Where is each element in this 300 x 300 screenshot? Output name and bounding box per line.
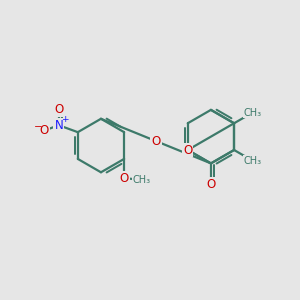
Text: +: + [61, 115, 68, 124]
Text: O: O [151, 135, 160, 148]
Text: −: − [34, 122, 42, 132]
Text: CH₃: CH₃ [133, 175, 151, 185]
Text: O: O [183, 143, 192, 157]
Text: O: O [54, 103, 63, 116]
Text: CH₃: CH₃ [244, 156, 262, 166]
Text: O: O [206, 178, 216, 191]
Text: O: O [119, 172, 129, 185]
Text: N: N [54, 119, 63, 132]
Text: CH₃: CH₃ [244, 107, 262, 118]
Text: O: O [40, 124, 49, 137]
